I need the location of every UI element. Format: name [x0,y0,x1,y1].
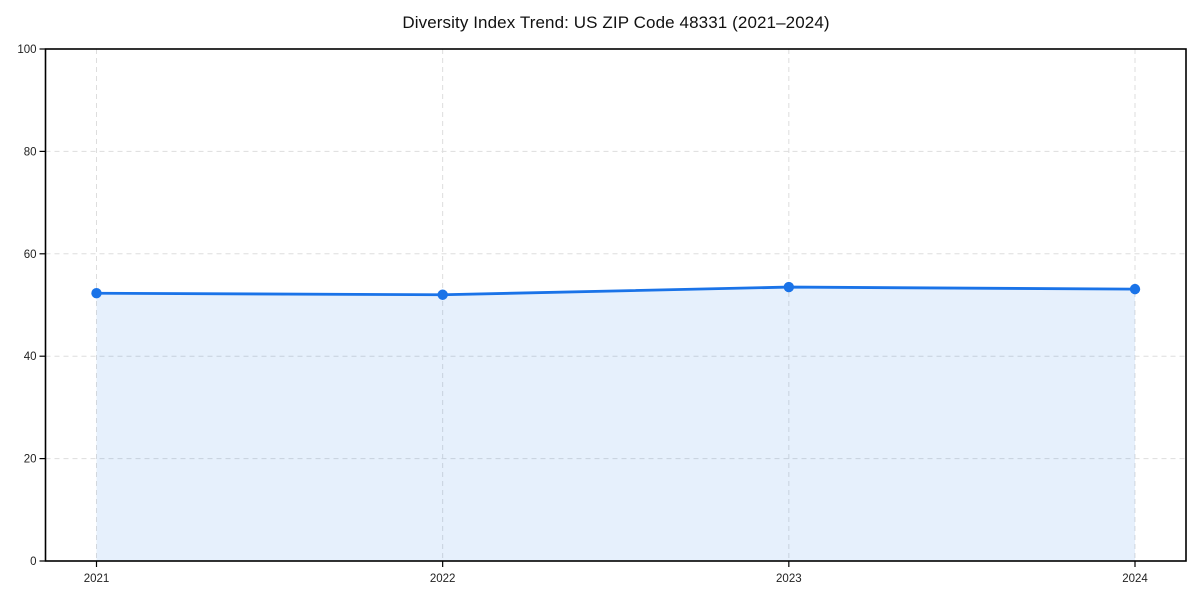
trend-line [95,285,1137,297]
area-fill [96,287,1135,561]
chart-title: Diversity Index Trend: US ZIP Code 48331… [402,13,830,32]
plot-border [44,48,1187,562]
x-tick-label: 2022 [430,573,456,585]
data-point-marker [91,288,102,299]
y-tick-label: 40 [24,351,37,363]
x-tick-label: 2024 [1122,573,1148,585]
x-tick-label: 2021 [84,573,110,585]
data-point-marker [437,289,448,300]
y-tick-label: 60 [24,249,37,261]
y-tick-label: 0 [30,556,36,568]
y-tick-label: 80 [24,146,37,158]
data-point-marker [1129,283,1141,295]
y-tick-label: 100 [17,44,36,56]
x-tick-label: 2023 [776,573,802,585]
y-tick-label: 20 [24,454,37,466]
data-point-marker [783,281,795,293]
